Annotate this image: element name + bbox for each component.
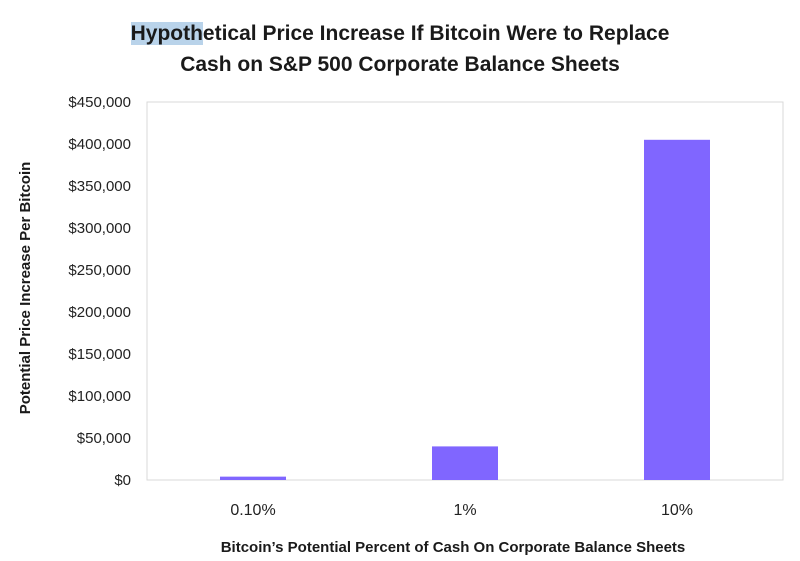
chart-title: Hypothetical Price Increase If Bitcoin W… bbox=[0, 18, 800, 80]
y-tick-label: $100,000 bbox=[68, 388, 131, 405]
title-highlighted-text: Hypoth bbox=[130, 22, 203, 45]
y-tick-label: $400,000 bbox=[68, 136, 131, 153]
x-tick-label: 1% bbox=[453, 502, 476, 519]
y-tick-label: $350,000 bbox=[68, 178, 131, 195]
y-tick-label: $150,000 bbox=[68, 346, 131, 363]
x-tick-label: 10% bbox=[661, 502, 693, 519]
y-tick-label: $0 bbox=[114, 472, 131, 489]
bars-group bbox=[220, 139, 710, 481]
x-axis-title: Bitcoin’s Potential Percent of Cash On C… bbox=[221, 539, 686, 556]
bar bbox=[220, 476, 286, 480]
chart-title-line-1: Hypothetical Price Increase If Bitcoin W… bbox=[0, 18, 800, 49]
y-tick-label: $450,000 bbox=[68, 94, 131, 111]
y-tick-label: $50,000 bbox=[77, 430, 131, 447]
chart-title-line-2: Cash on S&P 500 Corporate Balance Sheets bbox=[180, 53, 620, 76]
title-text-rest: etical Price Increase If Bitcoin Were to… bbox=[202, 22, 670, 45]
y-tick-label: $250,000 bbox=[68, 262, 131, 279]
y-axis-ticks: $0 $50,000 $100,000 $150,000 $200,000 $250,00… bbox=[68, 94, 131, 489]
bar bbox=[432, 446, 498, 480]
y-tick-label: $300,000 bbox=[68, 220, 131, 237]
y-tick-label: $200,000 bbox=[68, 304, 131, 321]
x-axis-ticks: 0.10% 1% 10% bbox=[230, 502, 693, 519]
x-tick-label: 0.10% bbox=[230, 502, 275, 519]
y-axis-title: Potential Price Increase Per Bitcoin bbox=[17, 162, 34, 415]
bar bbox=[644, 139, 710, 481]
